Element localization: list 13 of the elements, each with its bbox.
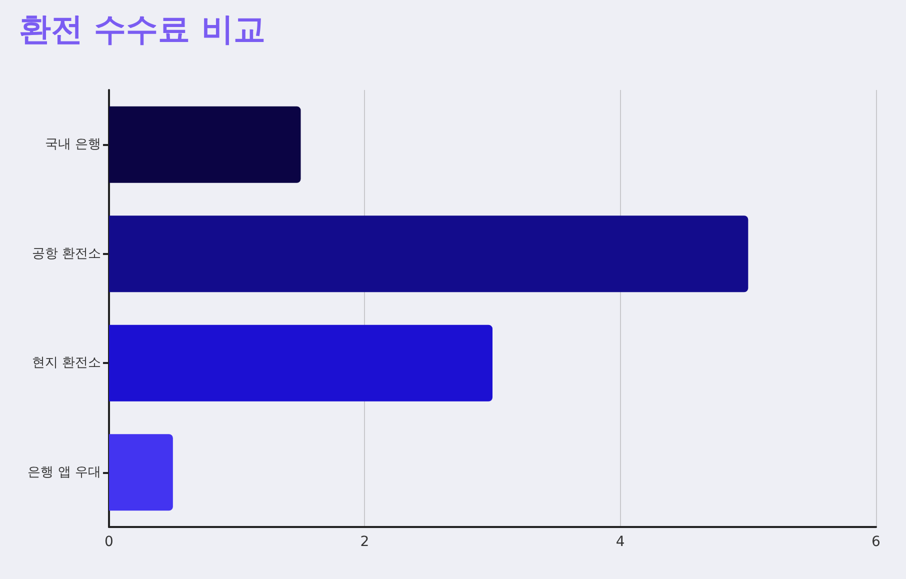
- x-tick-label: 0: [104, 534, 114, 550]
- y-tick-label: 공항 환전소: [32, 246, 101, 262]
- bar: [109, 106, 301, 183]
- bar: [109, 324, 492, 402]
- x-tick-label: 2: [360, 534, 370, 550]
- bar: [109, 434, 173, 511]
- chart-title: 환전 수수료 비교: [19, 10, 266, 48]
- y-tick-label: 은행 앱 우대: [28, 464, 101, 480]
- bar: [109, 216, 748, 292]
- x-tick-label: 6: [872, 534, 881, 550]
- y-tick-label: 국내 은행: [44, 137, 101, 152]
- x-tick-label: 4: [616, 534, 625, 550]
- y-tick-label: 현지 환전소: [32, 356, 101, 371]
